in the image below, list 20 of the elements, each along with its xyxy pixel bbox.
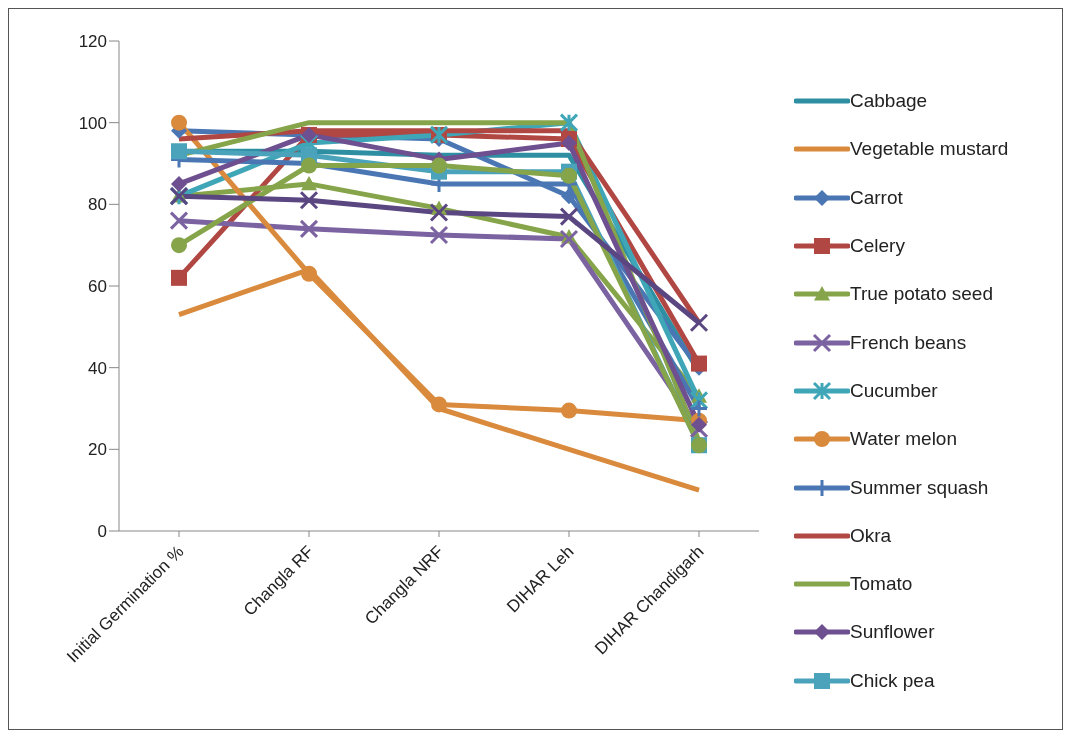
y-tick-label: 120 [78, 32, 107, 52]
y-tick-label: 40 [88, 358, 107, 378]
y-tick-label: 20 [88, 440, 107, 460]
legend-label: Tomato [850, 573, 913, 596]
legend-label: Water melon [850, 428, 957, 451]
legend-label: True potato seed [850, 283, 993, 306]
legend-label: Carrot [850, 186, 903, 209]
y-tick-label: 60 [88, 277, 107, 297]
legend-label: Chick pea [850, 669, 935, 692]
legend-label: French beans [850, 331, 967, 354]
y-tick-label: 0 [97, 522, 107, 542]
legend-label: Sunflower [850, 621, 935, 644]
legend-label: Okra [850, 524, 892, 547]
legend-label: Cucumber [850, 379, 938, 402]
y-tick-label: 80 [88, 195, 107, 215]
legend-label: Summer squash [850, 476, 989, 499]
legend-label: Celery [850, 235, 905, 258]
legend-label: Vegetable mustard [850, 138, 1009, 161]
y-tick-label: 100 [78, 113, 107, 133]
legend-label: Cabbage [850, 90, 928, 113]
